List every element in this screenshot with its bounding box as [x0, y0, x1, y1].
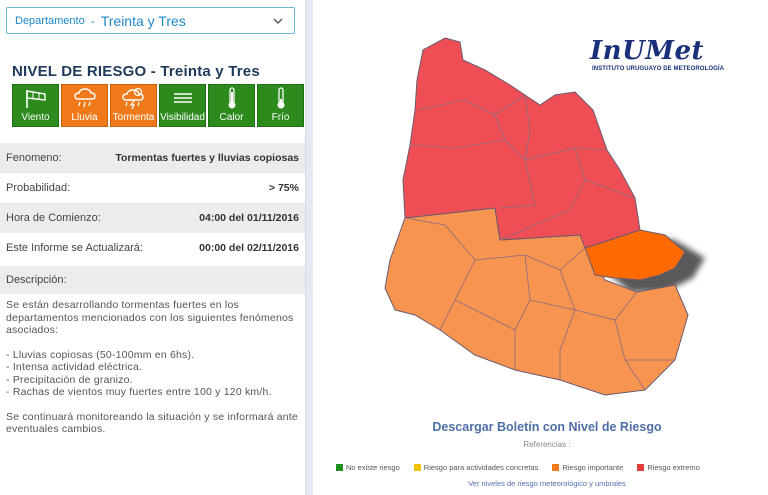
- phenomenon-heat[interactable]: Calor: [208, 84, 255, 127]
- info-value: Tormentas fuertes y lluvias copiosas: [115, 152, 299, 164]
- phenomenon-label: Viento: [21, 112, 50, 123]
- list-item: - Rachas de vientos muy fuertes entre 10…: [6, 386, 272, 398]
- legend-item: Riesgo importante: [552, 463, 623, 472]
- legend-label: Riesgo extremo: [647, 463, 700, 472]
- logo-subtitle: INSTITUTO URUGUAYO DE METEOROLOGÍA: [592, 66, 725, 72]
- list-item: - Intensa actividad eléctrica.: [6, 361, 143, 373]
- info-value: > 75%: [268, 182, 299, 194]
- department-select-label: Departamento: [15, 14, 85, 27]
- info-value: 04:00 del 01/11/2016: [199, 212, 299, 224]
- info-row-phenomenon: Fenomeno: Tormentas fuertes y lluvias co…: [0, 143, 305, 173]
- logo-wordmark: InUMet: [590, 36, 705, 66]
- left-panel: Departamento - Treinta y Tres NIVEL DE R…: [0, 0, 305, 495]
- inumet-logo: InUMet INSTITUTO URUGUAYO DE METEOROLOGÍ…: [590, 36, 724, 76]
- phenomenon-wind[interactable]: Viento: [12, 84, 59, 127]
- legend-label: Riesgo para actividades concretas: [423, 463, 539, 472]
- department-select[interactable]: Departamento - Treinta y Tres: [6, 7, 295, 34]
- phenomenon-cold[interactable]: Frío: [257, 84, 304, 127]
- phenomena-bar: Viento Lluvia Tormenta: [12, 84, 304, 127]
- info-row-start-time: Hora de Comienzo: 04:00 del 01/11/2016: [0, 203, 305, 233]
- phenomenon-label: Tormenta: [112, 112, 155, 123]
- list-item: - Precipitación de granizo.: [6, 373, 133, 386]
- legend-swatch: [413, 464, 421, 471]
- rain-icon: [73, 88, 96, 108]
- references-label: Referencias :: [523, 440, 571, 449]
- phenomenon-visibility[interactable]: Visibilidad: [159, 84, 206, 127]
- phenomenon-storm[interactable]: Tormenta: [110, 84, 157, 127]
- legend-item: Riesgo extremo: [637, 463, 700, 472]
- download-bulletin-link[interactable]: Descargar Boletín con Nivel de Riesgo: [432, 420, 662, 434]
- legend-item: Riesgo para actividades concretas: [413, 463, 539, 472]
- legend-label: Riesgo importante: [562, 463, 624, 472]
- info-value: 00:00 del 02/11/2016: [199, 242, 299, 254]
- info-row-update-time: Este Informe se Actualizará: 00:00 del 0…: [0, 233, 305, 263]
- info-row-probability: Probabilidad: > 75%: [0, 173, 305, 203]
- description-closing: Se continuará monitoreando la situación …: [6, 410, 298, 436]
- chevron-down-icon: [273, 18, 283, 24]
- legend-swatch: [336, 464, 343, 471]
- info-label: Fenomeno:: [6, 152, 62, 164]
- info-label: Probabilidad:: [6, 182, 71, 194]
- region-north[interactable]: [402, 37, 641, 249]
- uruguay-risk-map: [384, 37, 705, 396]
- info-label: Este Informe se Actualizará:: [6, 242, 143, 254]
- department-select-separator: -: [90, 13, 95, 28]
- phenomenon-label: Calor: [219, 112, 244, 123]
- description-body: Se están desarrollando tormentas fuertes…: [6, 299, 301, 448]
- legend-swatch: [637, 464, 645, 471]
- legend-item: No existe riesgo: [336, 463, 400, 472]
- legend-swatch: [552, 464, 560, 471]
- fog-icon: [173, 93, 192, 103]
- description-header: Descripción:: [0, 266, 305, 294]
- thermometer-cold-icon: [277, 87, 284, 109]
- storm-icon: [121, 87, 144, 110]
- panel-divider: [305, 0, 313, 495]
- risk-levels-link[interactable]: Ver niveles de riesgo meteorológico y um…: [468, 479, 626, 488]
- phenomenon-rain[interactable]: Lluvia: [61, 84, 108, 127]
- region-treinta-y-tres[interactable]: [584, 229, 686, 281]
- department-borders: [404, 94, 675, 391]
- page-title: NIVEL DE RIESGO - Treinta y Tres: [12, 63, 260, 80]
- description-list: - Lluvias copiosas (50-100mm en 6hs). - …: [6, 349, 301, 399]
- phenomenon-label: Frío: [271, 112, 290, 123]
- risk-legend: No existe riesgo Riesgo para actividades…: [336, 463, 700, 472]
- department-select-value: Treinta y Tres: [100, 12, 186, 29]
- thermometer-hot-icon: [228, 87, 235, 109]
- legend-label: No existe riesgo: [346, 463, 400, 472]
- phenomenon-label: Lluvia: [71, 112, 98, 123]
- description-intro: Se están desarrollando tormentas fuertes…: [6, 299, 294, 336]
- phenomenon-label: Visibilidad: [160, 112, 205, 123]
- wind-icon: [25, 90, 46, 108]
- list-item: - Lluvias copiosas (50-100mm en 6hs).: [6, 348, 195, 361]
- info-label: Hora de Comienzo:: [6, 212, 101, 224]
